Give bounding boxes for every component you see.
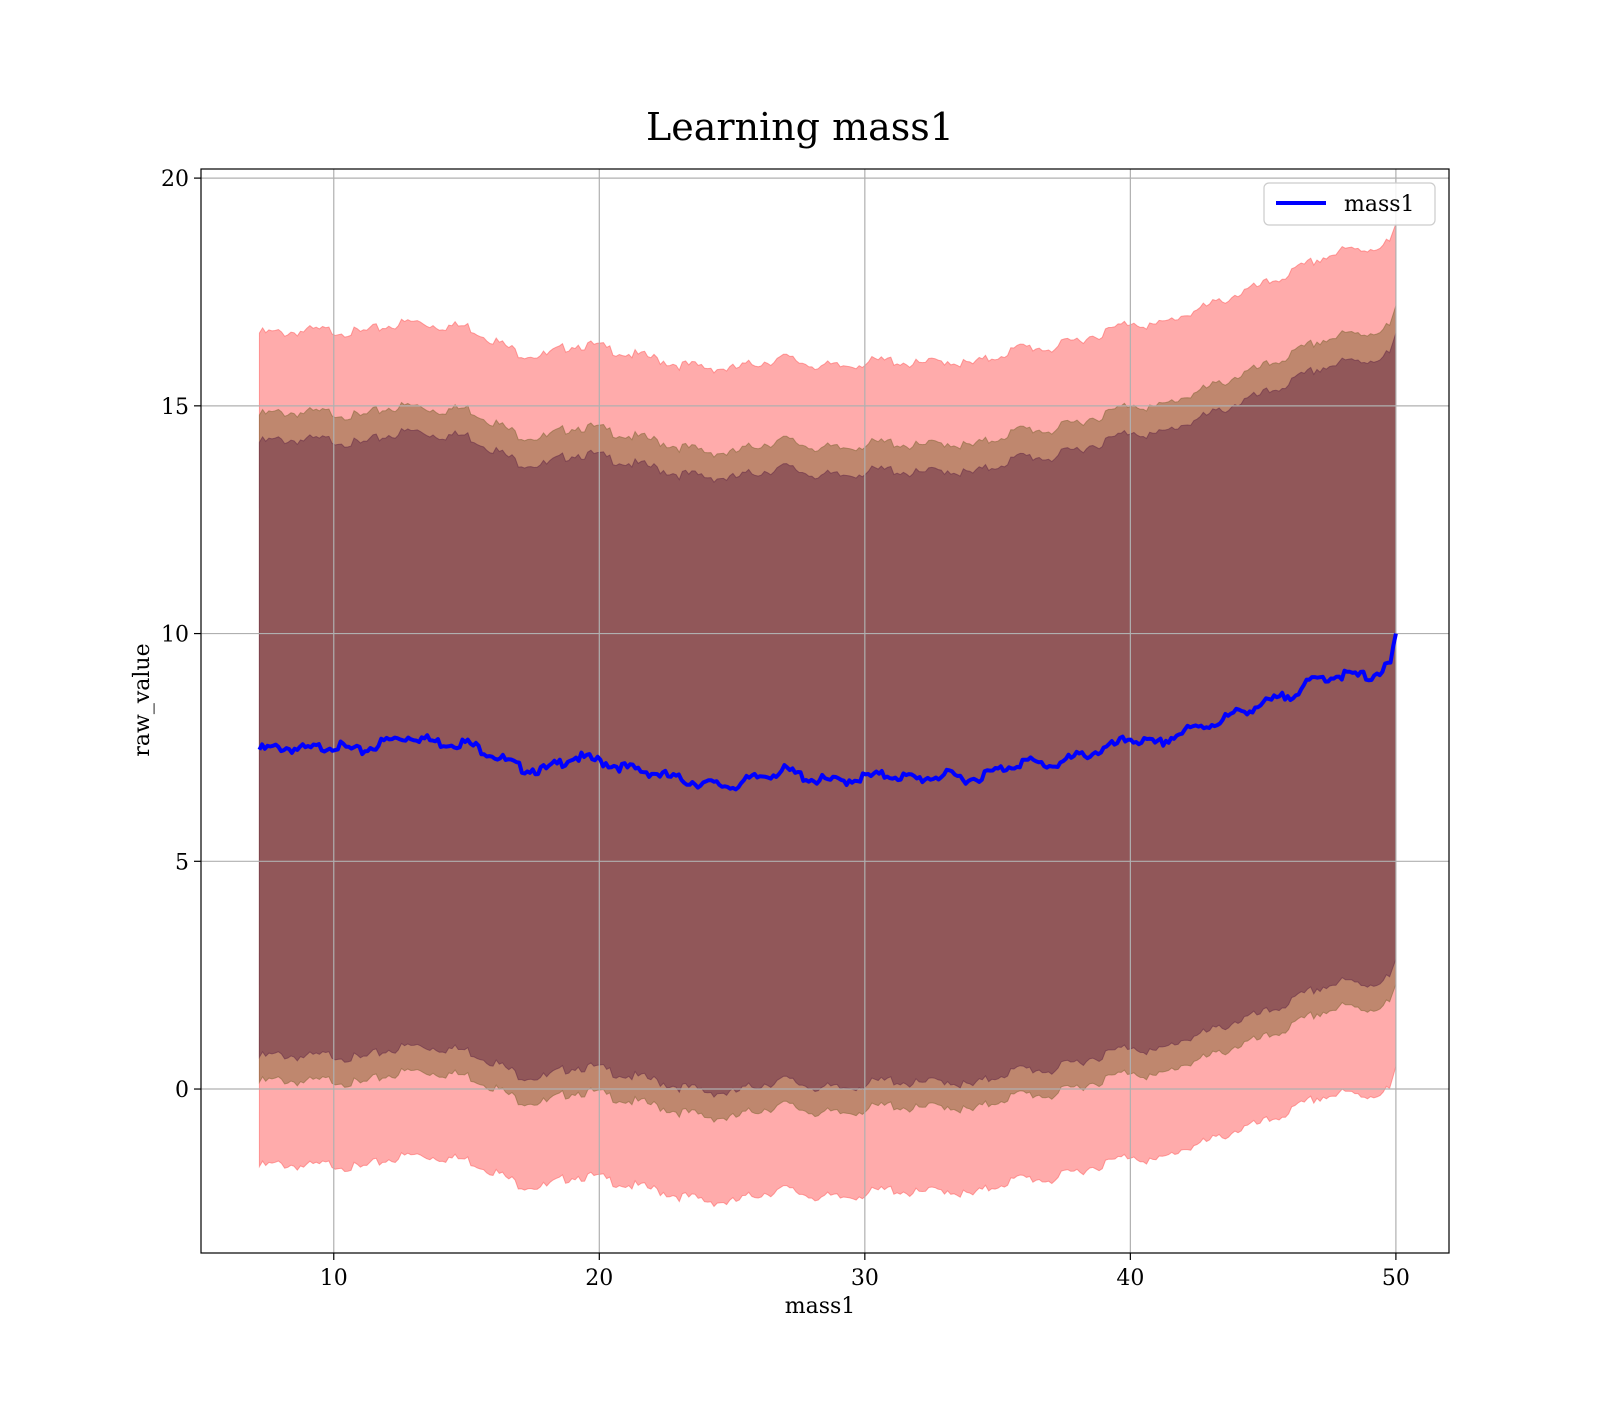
x-tick-label: 10: [320, 1266, 348, 1291]
x-tick-label: 40: [1116, 1266, 1144, 1291]
y-tick-label: 10: [161, 623, 189, 648]
plot-frame: [200, 168, 1450, 1254]
y-axis-label: raw_value: [130, 643, 155, 756]
x-axis-label: mass1: [785, 1294, 856, 1319]
y-tick-label: 5: [175, 850, 189, 875]
x-tick-label: 20: [585, 1266, 613, 1291]
x-tick-label: 30: [851, 1266, 879, 1291]
chart-title: Learning mass1: [646, 105, 954, 149]
y-tick-label: 20: [161, 167, 189, 192]
legend-label: mass1: [1344, 192, 1415, 217]
series-line-mass1: [257, 633, 1398, 792]
plot-area: 10 20 30 40 50 0 5 10 15 20 mass1: [161, 167, 1450, 1291]
y-tick-label: 15: [161, 395, 189, 420]
y-tick-label: 0: [175, 1078, 189, 1103]
legend-box: [1263, 182, 1436, 226]
x-tick-label: 50: [1382, 1266, 1410, 1291]
